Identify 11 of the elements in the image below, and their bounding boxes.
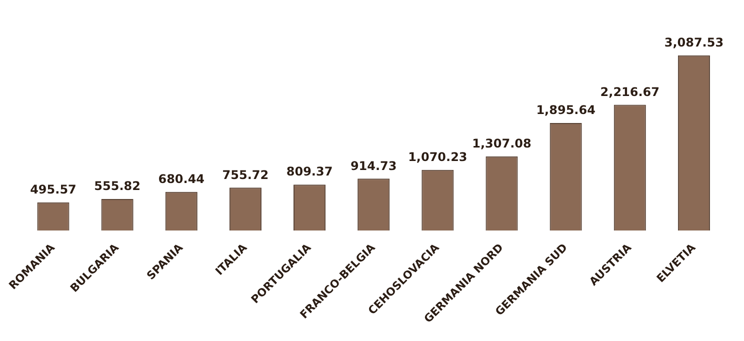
data-label: 680.44 bbox=[158, 172, 205, 186]
data-label: 1,070.23 bbox=[408, 150, 468, 164]
data-label: 1,307.08 bbox=[472, 136, 532, 151]
data-label: 495.57 bbox=[30, 182, 76, 197]
data-label: 809.37 bbox=[286, 164, 333, 179]
data-label: 914.73 bbox=[350, 158, 397, 173]
data-label: 555.82 bbox=[94, 179, 140, 194]
data-label: 1,895.64 bbox=[536, 103, 596, 118]
data-label: 3,087.53 bbox=[664, 36, 724, 50]
data-label: 2,216.67 bbox=[600, 84, 660, 99]
data-label: 755.72 bbox=[222, 168, 269, 182]
